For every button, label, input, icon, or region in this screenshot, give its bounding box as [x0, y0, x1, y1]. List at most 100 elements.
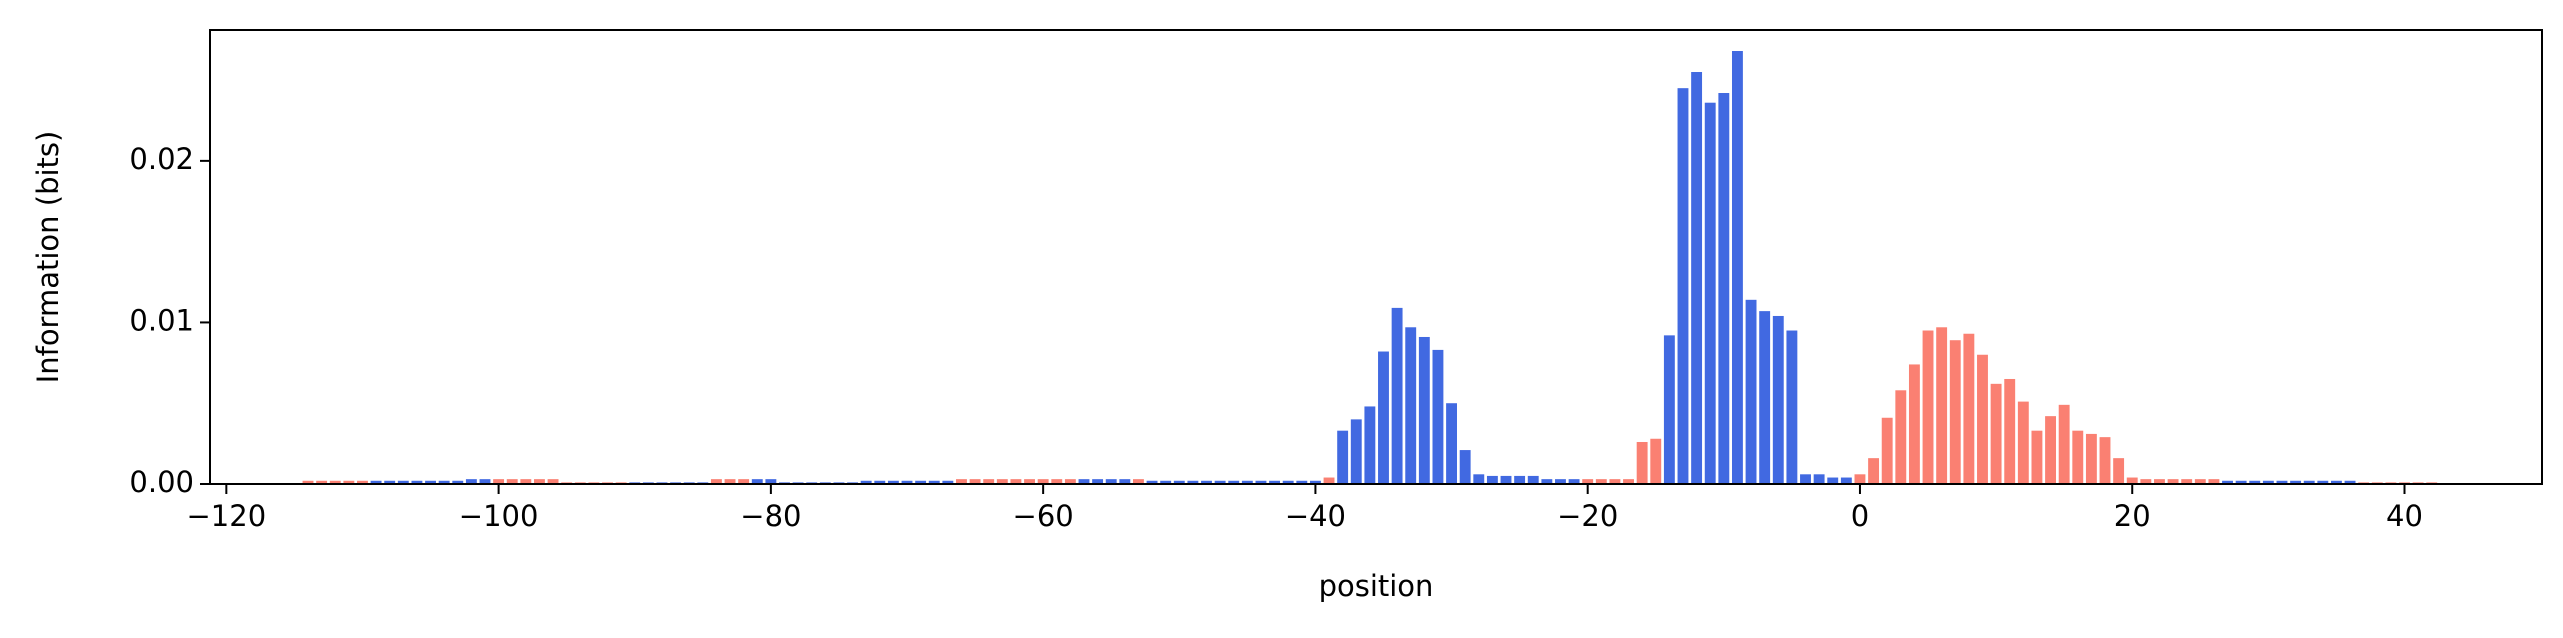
bar: [1214, 480, 1226, 484]
bar: [1718, 93, 1730, 484]
bar: [1446, 403, 1458, 484]
x-axis-label: position: [1319, 569, 1434, 603]
bar: [969, 479, 981, 484]
bar: [738, 479, 750, 484]
bar: [1078, 479, 1090, 484]
bar: [2303, 480, 2315, 484]
bar: [2045, 416, 2056, 484]
bar: [1827, 477, 1839, 484]
bar: [520, 479, 532, 484]
bar: [1132, 479, 1144, 484]
bar: [370, 480, 382, 484]
x-tick-label: −40: [1285, 499, 1346, 533]
bar: [1350, 419, 1362, 484]
bar: [2099, 437, 2111, 484]
bar: [1541, 479, 1553, 484]
bar: [1473, 474, 1485, 484]
bar: [2031, 430, 2043, 484]
bar: [2004, 378, 2016, 484]
bar: [2017, 401, 2029, 484]
bar: [2208, 479, 2220, 484]
bar: [1187, 480, 1199, 484]
bar: [1282, 480, 1294, 484]
bar: [1555, 479, 1566, 484]
bar: [1378, 351, 1389, 484]
bar: [2235, 480, 2247, 484]
bar: [329, 480, 341, 484]
bar: [2085, 433, 2097, 484]
bar: [2344, 480, 2356, 484]
bar: [452, 480, 464, 484]
y-tick-label: 0.01: [129, 303, 194, 337]
bar: [302, 480, 314, 484]
bar: [2194, 479, 2206, 484]
x-tick-label: −100: [459, 499, 539, 533]
bar: [506, 479, 518, 484]
bar: [2154, 479, 2165, 484]
bar: [1486, 475, 1498, 484]
bar: [1609, 479, 1621, 484]
x-tick-label: −20: [1557, 499, 1618, 533]
bar: [1908, 364, 1920, 484]
y-tick-label: 0.02: [129, 142, 194, 176]
bar: [1691, 72, 1703, 485]
x-tick-label: −120: [187, 499, 267, 533]
x-tick-label: 20: [2114, 499, 2151, 533]
bar: [1010, 479, 1022, 484]
bar: [1582, 479, 1594, 484]
bar: [2181, 479, 2193, 484]
bar: [1160, 480, 1172, 484]
bar: [1568, 479, 1580, 484]
bar: [874, 480, 886, 484]
bar: [1146, 480, 1158, 484]
bar: [2249, 480, 2261, 484]
x-tick-label: −80: [740, 499, 801, 533]
bar: [1623, 479, 1634, 484]
bar: [1105, 479, 1117, 484]
bar: [1309, 480, 1321, 484]
bar: [1119, 479, 1131, 484]
bar: [2167, 479, 2179, 484]
bar: [1840, 477, 1852, 484]
bar: [942, 480, 954, 484]
bar: [2058, 404, 2070, 484]
bar: [1092, 479, 1104, 484]
bar: [1024, 479, 1035, 484]
bar: [1459, 450, 1471, 484]
bar: [983, 479, 995, 484]
bar: [860, 480, 872, 484]
bar: [1595, 479, 1607, 484]
bar: [1731, 51, 1743, 484]
bar: [1881, 417, 1893, 484]
bar: [1759, 311, 1771, 484]
bar: [343, 480, 355, 484]
bar: [397, 480, 409, 484]
bar: [724, 479, 736, 484]
bar: [1255, 480, 1267, 484]
bar: [479, 479, 491, 484]
bar: [1704, 102, 1716, 485]
bar: [1228, 480, 1240, 484]
bar: [1241, 480, 1253, 484]
bar: [1745, 299, 1757, 484]
plot-frame: [209, 29, 2543, 485]
bar: [1323, 477, 1335, 484]
x-tick-label: −60: [1013, 499, 1074, 533]
bar: [1201, 480, 1212, 484]
bar: [1173, 480, 1185, 484]
bar: [316, 480, 328, 484]
x-tick-label: 40: [2386, 499, 2423, 533]
bar: [1514, 475, 1526, 484]
bar: [765, 479, 777, 484]
bar: [493, 479, 505, 484]
bar: [1391, 307, 1403, 484]
bar: [2113, 458, 2125, 484]
y-tick-label: 0.00: [129, 465, 194, 499]
bar: [547, 479, 559, 484]
bar: [534, 479, 545, 484]
bar: [956, 479, 967, 484]
bar: [2126, 477, 2138, 484]
x-tick-label: 0: [1851, 499, 1869, 533]
bar: [1922, 330, 1934, 484]
